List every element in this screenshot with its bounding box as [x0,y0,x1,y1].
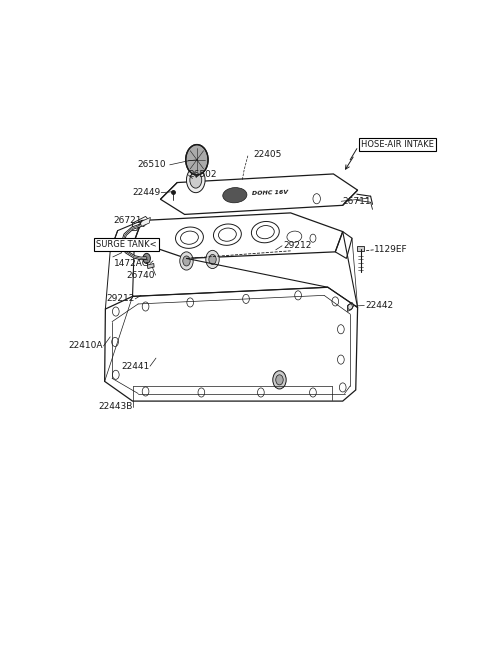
Text: 26510: 26510 [137,160,166,170]
Text: 29212: 29212 [283,241,312,250]
FancyBboxPatch shape [357,246,364,251]
Text: 22442: 22442 [365,301,393,310]
Circle shape [186,168,205,193]
Text: 22441: 22441 [121,362,149,371]
Polygon shape [348,302,354,311]
Circle shape [206,250,219,269]
Text: SURGE TANK<: SURGE TANK< [96,240,157,249]
Text: 22449: 22449 [132,188,160,197]
Circle shape [209,254,216,265]
Text: 26721: 26721 [113,216,142,225]
Text: HOSE-AIR INTAKE: HOSE-AIR INTAKE [361,140,434,149]
Text: 1129EF: 1129EF [374,245,408,254]
Circle shape [186,145,208,175]
Ellipse shape [223,188,247,203]
Text: 26740: 26740 [126,271,155,280]
Polygon shape [140,217,150,227]
Text: 26502: 26502 [188,170,217,179]
Polygon shape [147,263,154,269]
Circle shape [276,374,283,385]
Text: 1472AG: 1472AG [114,259,149,268]
Text: 22405: 22405 [253,150,282,159]
Text: 22410A: 22410A [68,342,103,350]
Circle shape [143,254,150,263]
Circle shape [183,256,190,266]
Text: 29212: 29212 [106,294,134,304]
Circle shape [273,371,286,389]
Circle shape [180,252,193,270]
Text: 26711: 26711 [343,196,372,206]
Text: 22443B: 22443B [98,402,132,411]
Circle shape [190,172,202,188]
Text: DOHC 16V: DOHC 16V [252,189,288,196]
